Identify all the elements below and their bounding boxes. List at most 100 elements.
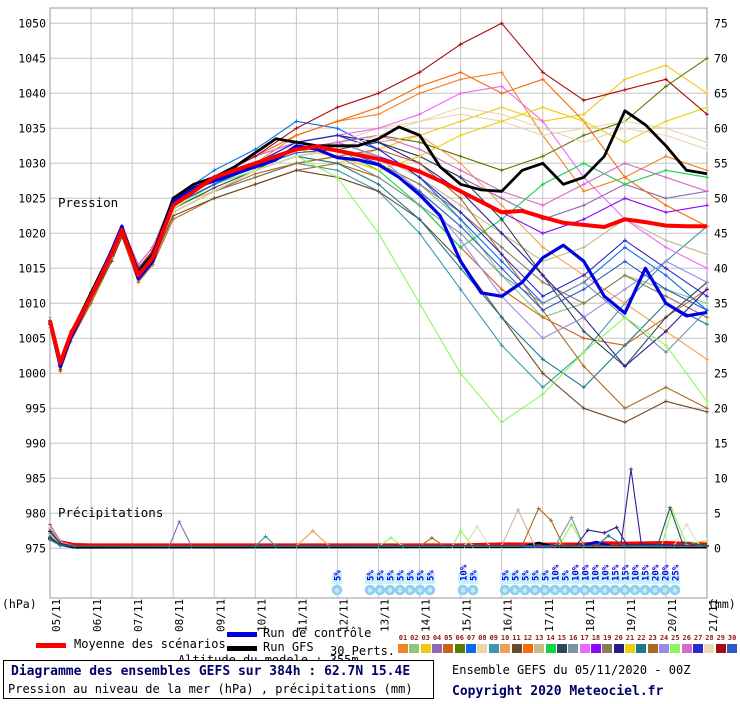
pert-color-swatch [613, 644, 624, 653]
snowflake-icon [424, 584, 436, 596]
footer-info-box [3, 660, 434, 699]
chart-subtitle: Pression au niveau de la mer (hPa) , pré… [8, 682, 413, 696]
svg-text:1010: 1010 [18, 296, 46, 310]
precip-series [48, 467, 709, 549]
pert-number: 14 [546, 634, 555, 642]
svg-text:10: 10 [714, 471, 728, 485]
pert-color-swatch [693, 644, 704, 653]
x-axis-date-labels: 05/11 06/11 07/11 08/11 09/11 10/11 11/11 12/11… [50, 599, 720, 632]
svg-text:❄: ❄ [643, 586, 648, 595]
snow-probability-label: 10% [460, 564, 470, 581]
svg-text:❄: ❄ [428, 586, 433, 595]
pert-number: 16 [569, 634, 578, 642]
snow-probability-label: 10% [592, 564, 602, 581]
snow-probability-markers: ❄5%❄5%❄5%❄5%❄5%❄5%❄5%❄5%❄10%❄5%❄5%❄5%❄5%… [331, 564, 682, 596]
pert-number: 27 [693, 634, 703, 642]
snow-probability-label: 10% [582, 564, 592, 581]
svg-text:❄: ❄ [335, 586, 340, 595]
svg-text:60: 60 [714, 121, 728, 135]
snow-probability-label: 15% [642, 564, 652, 581]
svg-text:70: 70 [714, 51, 728, 65]
pert-number: 04 [432, 634, 442, 642]
pert-number: 09 [489, 634, 499, 642]
svg-text:❄: ❄ [653, 586, 658, 595]
snow-label-band [332, 573, 342, 584]
svg-text:75: 75 [714, 16, 728, 30]
snowflake-icon [649, 584, 661, 596]
snowflake-icon [364, 584, 376, 596]
pert-color-swatch [590, 644, 601, 653]
legend-gfs-label: Run GFS [263, 640, 314, 654]
pert-number: 30 [727, 634, 737, 642]
pert-color-swatch [409, 644, 420, 653]
svg-text:35: 35 [714, 296, 728, 310]
pert-color-swatch [715, 644, 726, 653]
snow-probability-label: 5% [502, 570, 512, 581]
perts-count-label: 30 Perts. [330, 644, 396, 658]
pert-number: 19 [603, 634, 612, 642]
snow-probability-label: 5% [532, 570, 542, 581]
svg-text:1040: 1040 [18, 86, 46, 100]
pert-number: 11 [512, 634, 521, 642]
pert-number: 12 [523, 634, 533, 642]
snowflake-icon [374, 584, 386, 596]
snowflake-icon [549, 584, 561, 596]
precip-m22-markers [48, 533, 709, 549]
snow-probability-label: 5% [367, 570, 377, 581]
snowflake-icon [384, 584, 396, 596]
snow-label-band [458, 573, 478, 584]
snowflake-icon [609, 584, 621, 596]
copyright-link[interactable]: Copyright 2020 Meteociel.fr [452, 684, 664, 699]
pert-number: 15 [557, 634, 567, 642]
pert-number: 24 [659, 634, 669, 642]
pert-color-swatch [636, 644, 647, 653]
snowflake-icon [579, 584, 591, 596]
svg-text:❄: ❄ [398, 586, 403, 595]
pert-number: 26 [682, 634, 691, 642]
svg-text:❄: ❄ [563, 586, 568, 595]
svg-text:21/11: 21/11 [707, 599, 720, 632]
pert-color-swatch [398, 644, 408, 653]
snowflake-icon [559, 584, 571, 596]
svg-text:13/11: 13/11 [379, 599, 392, 632]
svg-text:1015: 1015 [18, 261, 46, 275]
snow-probability-label: 5% [542, 570, 552, 581]
pert-number: 18 [591, 634, 601, 642]
svg-text:1025: 1025 [18, 191, 46, 205]
svg-text:20/11: 20/11 [666, 599, 679, 632]
pert-color-swatch [568, 644, 579, 653]
pert-number: 17 [580, 634, 589, 642]
svg-text:19/11: 19/11 [625, 599, 638, 632]
pert-number: 13 [534, 634, 544, 642]
svg-text:50: 50 [714, 191, 728, 205]
snow-probability-label: 5% [417, 570, 427, 581]
svg-text:985: 985 [25, 471, 46, 485]
run-info: Ensemble GEFS du 05/11/2020 - 00Z [452, 663, 691, 677]
pert-color-swatch [659, 644, 670, 653]
pert-number: 06 [455, 634, 464, 642]
legend-gfs-line [227, 646, 257, 651]
snowflake-icon [414, 584, 426, 596]
svg-text:1030: 1030 [18, 156, 46, 170]
svg-text:❄: ❄ [461, 586, 466, 595]
svg-text:❄: ❄ [378, 586, 383, 595]
snow-probability-label: 5% [522, 570, 532, 581]
svg-text:65: 65 [714, 86, 728, 100]
snow-probability-label: 5% [377, 570, 387, 581]
snowflake-icon [404, 584, 416, 596]
snowflake-icon [659, 584, 671, 596]
svg-text:❄: ❄ [663, 586, 668, 595]
svg-text:995: 995 [25, 401, 46, 415]
right-unit-label: (mm) [708, 597, 736, 611]
pressure-area-label: Pression [58, 195, 118, 210]
snow-probability-label: 20% [662, 564, 672, 581]
pert-color-swatch [625, 644, 635, 653]
svg-text:❄: ❄ [573, 586, 578, 595]
pert-number: 01 [398, 634, 408, 642]
pert-number: 02 [410, 634, 419, 642]
svg-text:07/11: 07/11 [132, 599, 145, 632]
pert-color-swatch [534, 644, 545, 653]
svg-text:❄: ❄ [408, 586, 413, 595]
pert-color-swatch [681, 644, 692, 653]
pert-number: 10 [500, 634, 510, 642]
